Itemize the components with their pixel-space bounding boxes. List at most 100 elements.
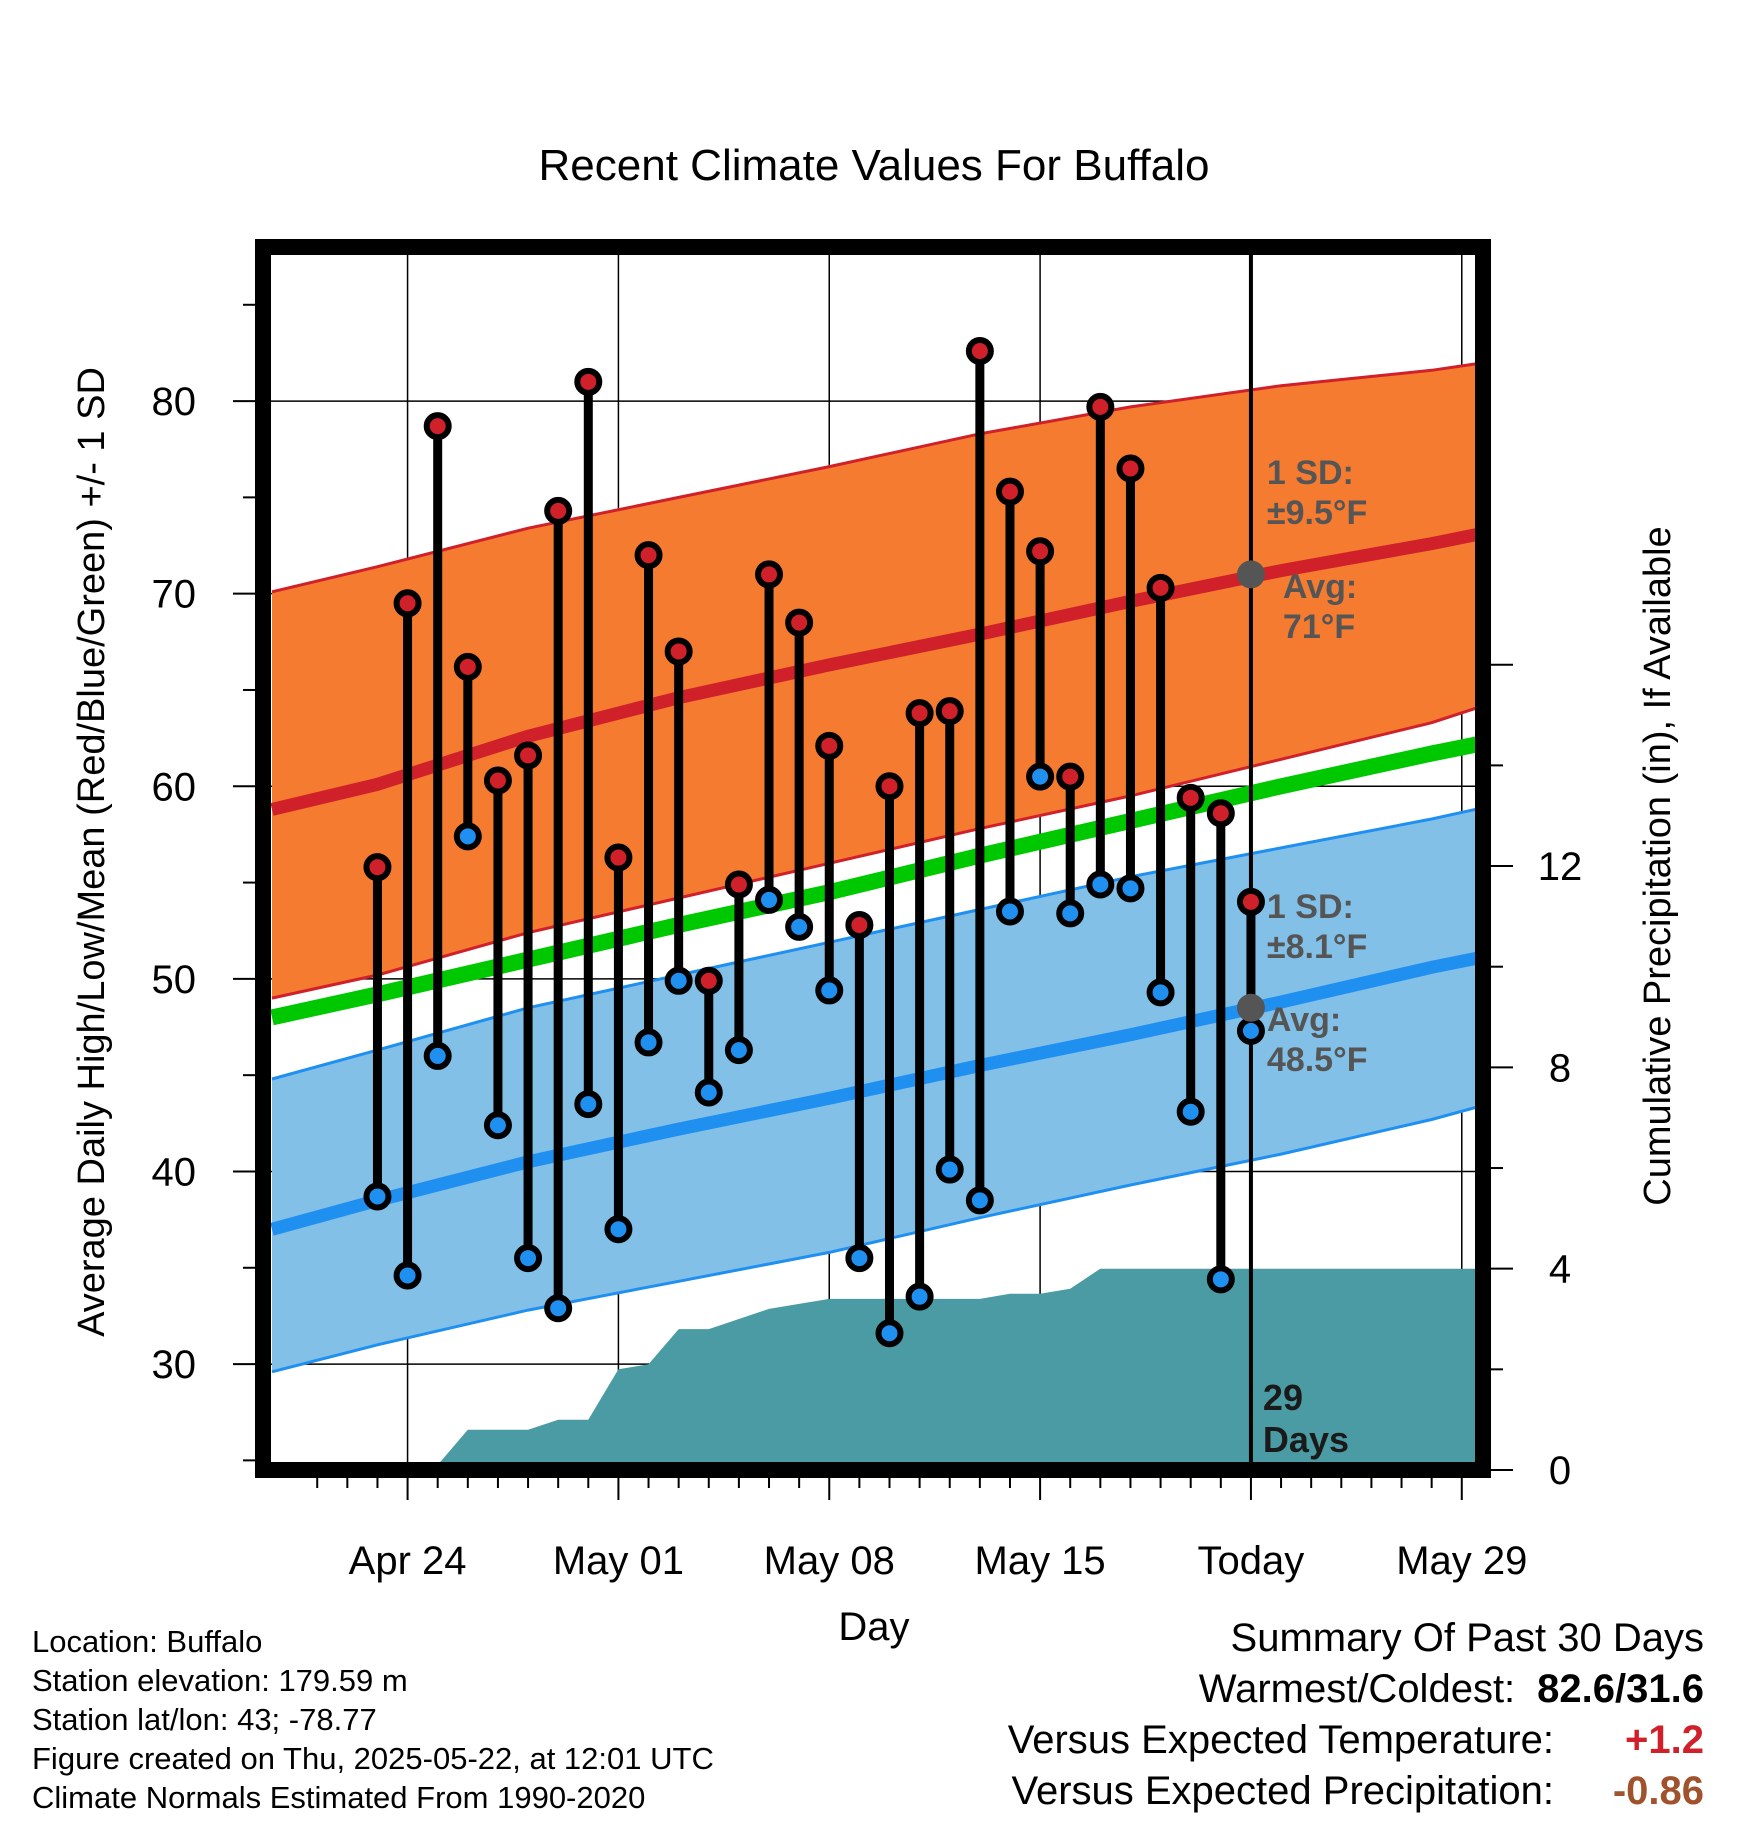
daily-high-point (1236, 887, 1265, 916)
x-tick-label: Apr 24 (349, 1539, 467, 1583)
low-sd-annotation: 1 SD: ±8.1°F (1267, 888, 1367, 966)
daily-low-point (393, 1261, 422, 1290)
y-tick-label: 50 (152, 958, 197, 1002)
daily-low-point (604, 1215, 633, 1244)
y2-axis-label: Cumulative Precipitation (in), If Availa… (1637, 526, 1679, 1205)
normal-low-line (270, 950, 1483, 1236)
daily-high-point (574, 367, 603, 396)
y-tick-label: 60 (152, 765, 197, 809)
daily-high-point (1056, 762, 1085, 791)
high-avg-annotation: Avg: 71°F (1283, 568, 1357, 646)
daily-low-point (423, 1041, 452, 1070)
daily-low-point (664, 966, 693, 995)
daily-high-point (1206, 799, 1235, 828)
y-tick-label: 40 (152, 1150, 197, 1194)
daily-high-point (995, 477, 1024, 506)
daily-high-point (604, 843, 633, 872)
summary-panel: Summary Of Past 30 Days Warmest/Coldest:… (1008, 1613, 1704, 1817)
daily-low-point (724, 1036, 753, 1065)
daily-low-point (694, 1078, 723, 1107)
y-axis-label: Average Daily High/Low/Mean (Red/Blue/Gr… (71, 367, 113, 1337)
high-band-upper-edge (271, 361, 1483, 594)
daily-low-point (574, 1090, 603, 1119)
daily-high-point (483, 766, 512, 795)
plot-frame (255, 239, 1491, 1478)
high-sd-annotation-line: ±9.5°F (1267, 494, 1367, 532)
daily-low-point (1026, 762, 1055, 791)
high-sd-annotation-line: 1 SD: (1267, 454, 1354, 492)
x-tick-label: May 08 (764, 1539, 895, 1583)
daily-high-point (514, 741, 543, 770)
daily-low-point (544, 1294, 573, 1323)
daily-high-point (1146, 573, 1175, 602)
daily-high-point (664, 637, 693, 666)
daily-high-point (845, 910, 874, 939)
today-low-avg-marker (1236, 993, 1265, 1022)
daily-high-point (1116, 454, 1145, 483)
summary-title: Summary Of Past 30 Days (1230, 1616, 1704, 1660)
daily-high-point (965, 337, 994, 366)
daily-high-point (875, 772, 904, 801)
daily-high-point (1176, 783, 1205, 812)
warmest-label: Warmest/Coldest: (1198, 1667, 1516, 1711)
precip-label: Versus Expected Precipitation: (1011, 1769, 1554, 1813)
x-tick-label: May 15 (975, 1539, 1106, 1583)
station-info: Location: Buffalo Station elevation: 179… (32, 1622, 714, 1817)
y-tick-label: 70 (152, 573, 197, 617)
high-avg-annotation-line: 71°F (1283, 608, 1355, 646)
low-sd-annotation-line: 1 SD: (1267, 888, 1354, 926)
daily-high-point (423, 412, 452, 441)
daily-high-point (453, 652, 482, 681)
low-avg-annotation-line: 48.5°F (1267, 1041, 1368, 1079)
chart-title: Recent Climate Values For Buffalo (539, 141, 1210, 190)
daily-low-point (514, 1244, 543, 1273)
y2-tick-label: 0 (1549, 1449, 1571, 1493)
daily-high-point (785, 608, 814, 637)
high-avg-annotation-line: Avg: (1283, 568, 1357, 606)
y-tick-label: 80 (152, 380, 197, 424)
daily-low-point (905, 1282, 934, 1311)
x-tick-label: May 29 (1396, 1539, 1527, 1583)
created-text: Figure created on Thu, 2025-05-22, at 12… (32, 1741, 714, 1776)
summary-warmest-row: Warmest/Coldest: 82.6/31.6 (1008, 1664, 1704, 1715)
daily-low-point (1206, 1265, 1235, 1294)
x-tick-label: Today (1198, 1539, 1305, 1583)
daily-high-point (815, 731, 844, 760)
high-band-lower-edge (271, 704, 1483, 1000)
daily-low-point (483, 1111, 512, 1140)
summary-temp-row: Versus Expected Temperature: +1.2 (1008, 1715, 1704, 1766)
low-avg-annotation: Avg: 48.5°F (1267, 1001, 1368, 1079)
daily-low-point (1236, 1016, 1265, 1045)
normals-text: Climate Normals Estimated From 1990-2020 (32, 1780, 646, 1815)
daily-high-point (905, 699, 934, 728)
low-avg-annotation-line: Avg: (1267, 1001, 1341, 1039)
y2-tick-label: 4 (1549, 1248, 1571, 1292)
low-band-lower-edge (271, 1103, 1483, 1374)
daily-low-point (1056, 899, 1085, 928)
summary-precip-row: Versus Expected Precipitation: -0.86 (1008, 1766, 1704, 1817)
days-label: 29 Days (1263, 1377, 1349, 1460)
temp-label: Versus Expected Temperature: (1007, 1718, 1554, 1762)
daily-low-point (1086, 870, 1115, 899)
high-sd-band (272, 362, 1483, 999)
warmest-value: 82.6/31.6 (1537, 1667, 1704, 1711)
daily-high-point (1086, 392, 1115, 421)
elevation-text: Station elevation: 179.59 m (32, 1663, 408, 1698)
daily-low-point (965, 1186, 994, 1215)
daily-high-point (755, 560, 784, 589)
latlon-text: Station lat/lon: 43; -78.77 (32, 1702, 377, 1737)
today-high-avg-marker (1236, 560, 1265, 589)
precip-value: -0.86 (1612, 1769, 1704, 1813)
days-label-line: 29 (1263, 1377, 1303, 1418)
daily-high-point (694, 966, 723, 995)
precipitation-area (272, 1268, 1483, 1470)
days-label-line: Days (1263, 1419, 1349, 1460)
x-tick-label: May 01 (553, 1539, 684, 1583)
daily-low-point (875, 1319, 904, 1348)
daily-low-point (755, 885, 784, 914)
daily-high-point (634, 541, 663, 570)
y-tick-label: 30 (152, 1343, 197, 1387)
daily-high-point (544, 496, 573, 525)
